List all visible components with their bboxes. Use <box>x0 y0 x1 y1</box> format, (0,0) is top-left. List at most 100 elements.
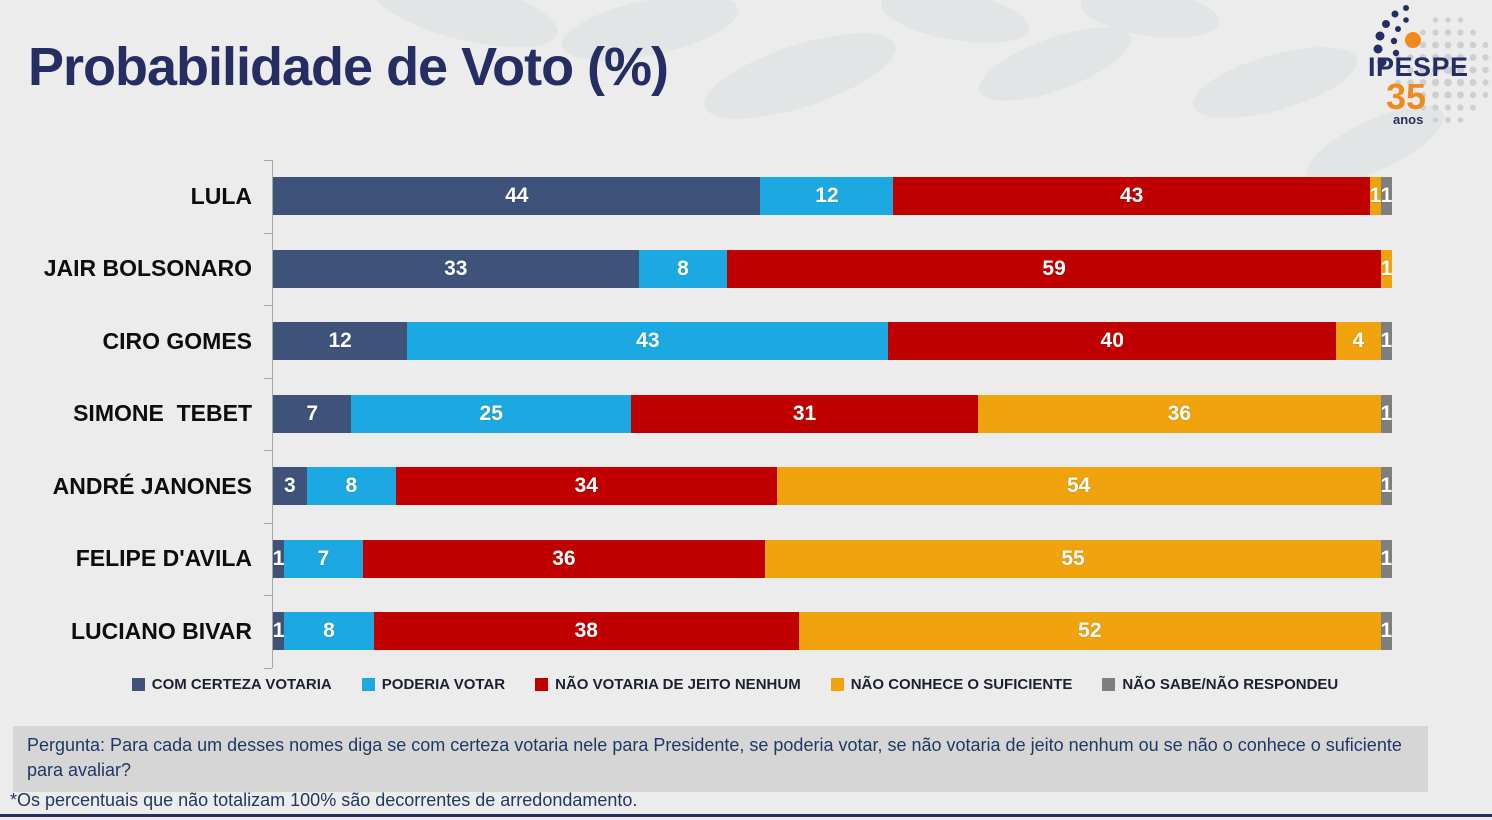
chart-row: JAIR BOLSONARO 33 8 59 1 <box>0 233 1392 306</box>
category-label: FELIPE D'AVILA <box>75 545 252 572</box>
legend-label: NÃO VOTARIA DE JEITO NENHUM <box>555 676 801 693</box>
segment-value-label: 44 <box>505 184 529 208</box>
legend-item: PODERIA VOTAR <box>361 676 506 693</box>
logo-anos-text: anos <box>1393 112 1424 127</box>
bar-segment: 1 <box>1380 177 1393 216</box>
background-ellipse <box>876 0 1034 53</box>
segment-value-label: 7 <box>306 401 318 425</box>
axis-tick <box>264 450 272 451</box>
bar-segment: 59 <box>727 249 1381 288</box>
segment-value-label: 1 <box>1369 184 1382 208</box>
chart-row: LUCIANO BIVAR 1 8 38 52 1 <box>0 595 1392 668</box>
bar-segment: 1 <box>1380 539 1393 578</box>
segment-value-label: 1 <box>1380 256 1393 280</box>
chart-row: FELIPE D'AVILA 1 7 36 55 1 <box>0 523 1392 596</box>
segment-value-label: 1 <box>1380 474 1393 498</box>
bar-track: 1 7 36 55 1 <box>272 539 1393 578</box>
segment-value-label: 8 <box>345 474 358 498</box>
bar-segment: 34 <box>396 467 777 506</box>
bar-segment: 7 <box>273 394 352 433</box>
axis-tick <box>264 595 272 596</box>
legend-item: NÃO VOTARIA DE JEITO NENHUM <box>535 676 801 693</box>
bar-track: 1 8 38 52 1 <box>272 612 1392 651</box>
segment-value-label: 36 <box>552 546 576 570</box>
ipespe-logo: IPESPE 35 anos <box>1336 0 1492 130</box>
bar-track: 3 8 34 54 1 <box>273 467 1393 506</box>
background-ellipse <box>695 15 905 137</box>
legend-label: NÃO CONHECE O SUFICIENTE <box>850 676 1073 693</box>
chart-row: CIRO GOMES 12 43 40 4 1 <box>0 305 1392 378</box>
bar-segment: 36 <box>362 539 766 578</box>
axis-tick <box>264 305 272 306</box>
question-box: Pergunta: Para cada um desses nomes diga… <box>13 726 1428 792</box>
axis-tick <box>264 160 272 161</box>
segment-value-label: 12 <box>815 184 839 208</box>
axis-tick <box>264 377 272 379</box>
category-label: CIRO GOMES <box>102 327 252 354</box>
category-label: ANDRÉ JANONES <box>52 472 252 499</box>
bar-segment: 38 <box>373 612 799 651</box>
segment-value-label: 54 <box>1066 474 1091 498</box>
logo-dot-arcs <box>1373 5 1409 67</box>
segment-value-label: 59 <box>1042 256 1066 280</box>
segment-value-label: 1 <box>272 619 285 643</box>
segment-value-label: 55 <box>1061 546 1085 570</box>
chart-row: LULA 44 12 43 1 1 <box>0 160 1392 233</box>
legend-swatch <box>1102 678 1116 691</box>
segment-value-label: 1 <box>1380 401 1393 425</box>
bar-segment: 1 <box>272 612 285 651</box>
bar-track: 12 43 40 4 1 <box>273 322 1392 361</box>
legend-item: NÃO SABE/NÃO RESPONDEU <box>1102 676 1338 693</box>
category-label: JAIR BOLSONARO <box>43 255 252 282</box>
bar-segment: 1 <box>1380 467 1393 506</box>
bar-segment: 25 <box>351 394 632 433</box>
bar-segment: 8 <box>638 249 728 288</box>
category-label: SIMONE TEBET <box>73 400 252 427</box>
segment-value-label: 52 <box>1078 619 1102 643</box>
segment-value-label: 8 <box>677 256 689 280</box>
bar-segment: 8 <box>284 612 374 651</box>
bar-track: 7 25 31 36 1 <box>273 394 1393 433</box>
segment-value-label: 1 <box>1380 546 1393 570</box>
chart-row: ANDRÉ JANONES 3 8 34 54 1 <box>0 450 1392 523</box>
bar-segment: 12 <box>273 322 408 361</box>
bar-segment: 4 <box>1336 322 1381 361</box>
bar-segment: 33 <box>273 249 639 288</box>
legend-label: PODERIA VOTAR <box>381 676 506 693</box>
segment-value-label: 4 <box>1352 329 1365 353</box>
bar-segment: 1 <box>1381 322 1392 361</box>
bar-segment: 52 <box>798 612 1381 651</box>
axis-tick <box>264 522 272 524</box>
segment-value-label: 12 <box>328 329 352 353</box>
segment-value-label: 43 <box>1119 184 1144 208</box>
logo-35-text: 35 <box>1386 76 1427 117</box>
bar-segment: 54 <box>776 467 1381 506</box>
bar-segment: 12 <box>760 177 894 216</box>
segment-value-label: 33 <box>444 256 468 280</box>
axis-tick <box>264 667 272 669</box>
legend-label: NÃO SABE/NÃO RESPONDEU <box>1122 676 1339 693</box>
segment-value-label: 1 <box>1380 184 1393 208</box>
bar-segment: 1 <box>1380 249 1393 288</box>
bar-segment: 1 <box>1369 177 1382 216</box>
question-text: Pergunta: Para cada um desses nomes diga… <box>27 735 1402 780</box>
segment-value-label: 1 <box>272 546 285 570</box>
page-title: Probabilidade de Voto (%) <box>28 37 669 97</box>
bar-segment: 3 <box>273 467 307 506</box>
bar-segment: 40 <box>888 322 1337 361</box>
segment-value-label: 43 <box>636 329 660 353</box>
logo-graphic <box>1373 5 1489 123</box>
logo-brand-text: IPESPE <box>1368 52 1469 82</box>
bar-segment: 43 <box>893 177 1370 216</box>
legend-swatch <box>535 678 549 691</box>
legend-swatch <box>131 678 145 691</box>
legend-label: COM CERTEZA VOTARIA <box>151 676 332 693</box>
bar-segment: 8 <box>306 467 397 506</box>
bar-segment: 36 <box>977 394 1381 433</box>
segment-value-label: 3 <box>283 474 296 498</box>
bar-segment: 43 <box>407 322 889 361</box>
bar-segment: 55 <box>765 539 1381 578</box>
legend-item: COM CERTEZA VOTARIA <box>131 676 332 693</box>
segment-value-label: 7 <box>317 546 330 570</box>
legend-swatch <box>361 678 375 691</box>
